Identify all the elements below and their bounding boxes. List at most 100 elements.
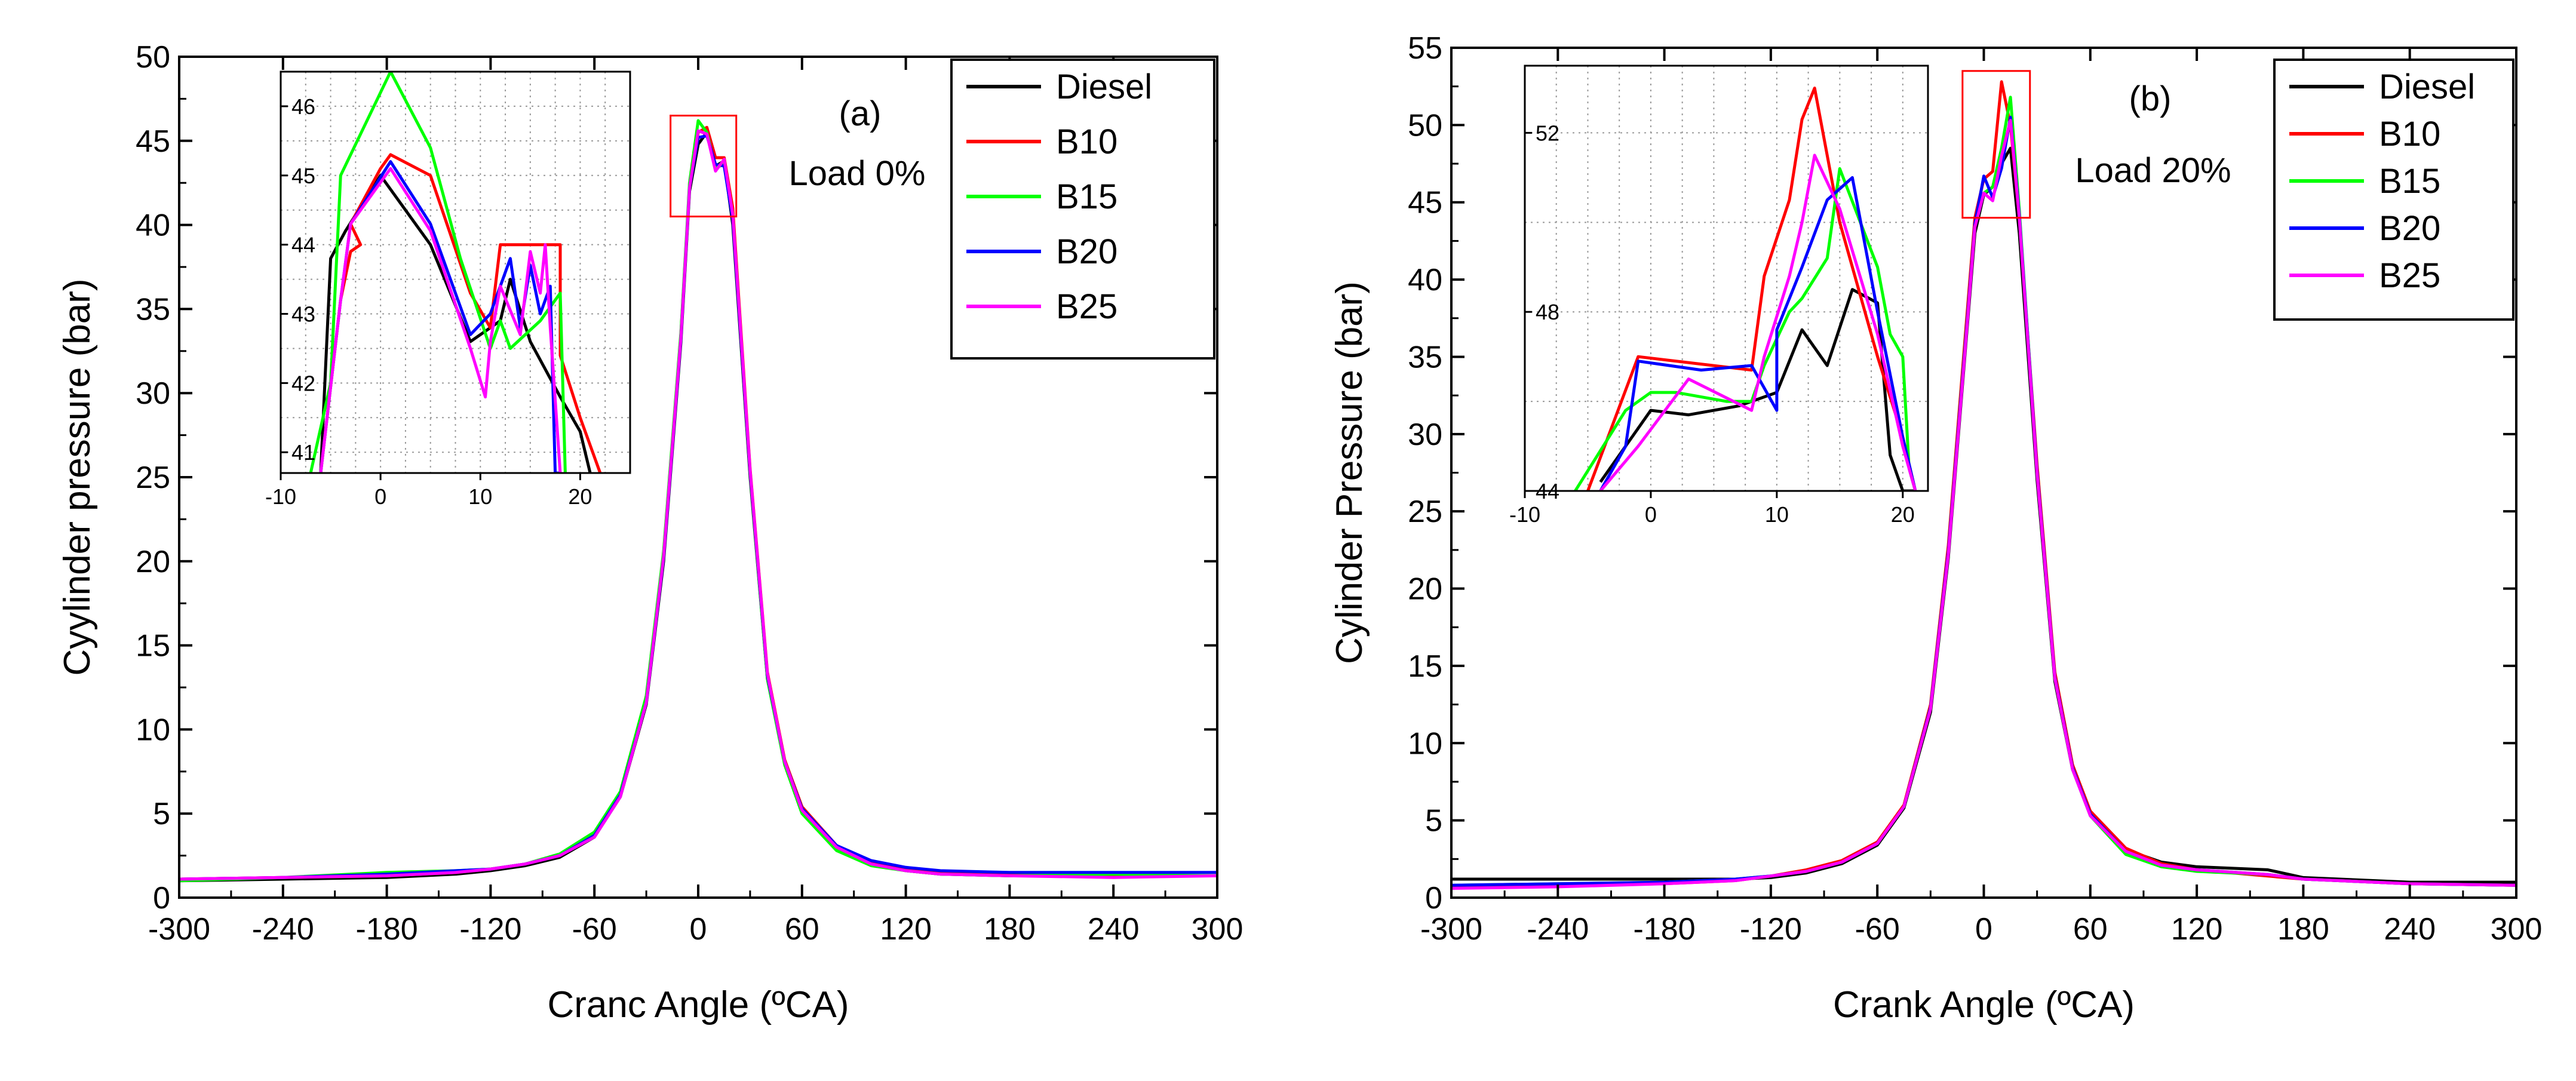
x-tick-label: 300	[2491, 912, 2543, 947]
x-tick-label: -300	[148, 912, 210, 947]
legend-box	[950, 59, 1215, 360]
x-tick-label: 120	[2171, 912, 2223, 947]
inset-series-group	[309, 72, 602, 473]
x-tick-label: 300	[1192, 912, 1244, 947]
peak-zoom-box	[1961, 70, 2031, 219]
x-tick-label: -180	[356, 912, 418, 947]
y-tick-label: 20	[136, 545, 170, 579]
legend-label-b20: B20	[2379, 209, 2440, 248]
legend-label-b25: B25	[1056, 287, 1117, 326]
legend-label-diesel: Diesel	[2379, 67, 2475, 106]
inset-x-tick-label: 0	[374, 484, 386, 509]
y-tick-label: 5	[153, 797, 170, 831]
y-tick-label: 10	[136, 713, 170, 747]
legend-label-diesel: Diesel	[1056, 67, 1152, 106]
y-tick-label: 20	[1408, 572, 1442, 607]
load-condition-label: Load 20%	[2075, 151, 2231, 190]
x-tick-label: 0	[690, 912, 707, 947]
inset-frame	[1524, 65, 1929, 492]
inset-y-tick-label: 44	[1536, 479, 1559, 503]
y-tick-label: 30	[1408, 417, 1442, 452]
panel-label: (b)	[2129, 79, 2172, 118]
legend-label-b10: B10	[1056, 122, 1117, 161]
legend-label-b15: B15	[2379, 162, 2440, 201]
x-tick-label: -60	[572, 912, 617, 947]
x-tick-label: -60	[1855, 912, 1900, 947]
inset-series-line-b15	[309, 72, 567, 473]
inset-x-tick-label: -10	[1509, 502, 1540, 527]
x-tick-label: 60	[2073, 912, 2108, 947]
y-tick-label: 35	[136, 292, 170, 327]
inset-zoom-plot: -10 0 10 20 41 42 43 44 45 46	[265, 70, 631, 509]
inset-x-tick-label: 0	[1645, 502, 1657, 527]
inset-series-line-b15	[1574, 167, 1917, 491]
x-tick-label: -180	[1634, 912, 1696, 947]
y-axis-label: Cylinder Pressure (bar)	[1329, 281, 1370, 664]
inset-y-tick-label: 48	[1536, 300, 1559, 324]
legend-label-b10: B10	[2379, 115, 2440, 153]
legend-label-b20: B20	[1056, 232, 1117, 271]
y-tick-label: 15	[1408, 649, 1442, 684]
y-tick-label: 35	[1408, 340, 1442, 374]
panel-label: (a)	[839, 94, 882, 133]
inset-y-tick-label: 42	[291, 371, 315, 395]
inset-series-group	[1574, 87, 1917, 491]
y-tick-label: 50	[136, 40, 170, 75]
load-condition-label: Load 0%	[789, 154, 926, 193]
x-axis-label: Cranc Angle (ºCA)	[547, 984, 849, 1025]
inset-y-tick-label: 52	[1536, 121, 1559, 145]
y-tick-label: 55	[1408, 31, 1442, 66]
inset-series-line-b10	[1586, 87, 1917, 491]
x-tick-label: 0	[1975, 912, 1992, 947]
x-tick-label: -240	[1527, 912, 1589, 947]
panel-b-load-20: -300 -240 -180 -120 -60 0 60 120 180 240 300051015…	[1329, 31, 2542, 1025]
y-tick-label: 45	[1408, 186, 1442, 220]
y-tick-label: 40	[1408, 263, 1442, 297]
inset-y-tick-label: 45	[291, 164, 315, 188]
x-tick-label: 180	[2277, 912, 2329, 947]
y-tick-label: 25	[136, 460, 170, 495]
inset-x-tick-label: -10	[265, 484, 296, 509]
inset-x-tick-label: 10	[468, 484, 492, 509]
inset-y-tick-label: 43	[291, 302, 315, 327]
inset-y-tick-label: 46	[291, 94, 315, 119]
peak-zoom-box	[670, 115, 738, 218]
inset-series-line-diesel	[1599, 288, 1915, 491]
y-tick-label: 15	[136, 629, 170, 664]
y-tick-label: 0	[153, 881, 170, 916]
x-tick-label: -120	[1740, 912, 1802, 947]
inset-x-tick-label: 20	[1891, 502, 1915, 527]
inset-zoom-plot: -10 0 10 20 44 48 52	[1509, 65, 1929, 527]
x-tick-label: -120	[459, 912, 521, 947]
legend-label-b15: B15	[1056, 177, 1117, 216]
inset-x-tick-label: 20	[568, 484, 592, 509]
y-tick-label: 0	[1425, 881, 1442, 916]
y-tick-label: 10	[1408, 726, 1442, 761]
inset-series-line-b20	[1599, 176, 1917, 491]
series-line-b25	[1451, 119, 2517, 890]
x-axis-label: Crank Angle (ºCA)	[1833, 984, 2135, 1025]
x-tick-label: 240	[2384, 912, 2436, 947]
y-tick-label: 5	[1425, 804, 1442, 839]
inset-y-tick-label: 41	[291, 440, 315, 465]
y-tick-label: 30	[136, 376, 170, 411]
inset-series-line-b25	[319, 167, 562, 473]
y-tick-label: 25	[1408, 495, 1442, 529]
x-tick-label: 240	[1088, 912, 1140, 947]
x-tick-label: -240	[252, 912, 314, 947]
inset-frame	[280, 70, 631, 474]
legend-label-b25: B25	[2379, 256, 2440, 295]
inset-x-tick-label: 10	[1765, 502, 1789, 527]
x-tick-label: 120	[880, 912, 932, 947]
inset-background	[1525, 66, 1928, 491]
y-tick-label: 50	[1408, 108, 1442, 143]
y-axis-label: Cyylinder pressure (bar)	[57, 279, 98, 676]
x-tick-label: 60	[785, 912, 819, 947]
x-tick-label: -300	[1420, 912, 1482, 947]
series-line-b25	[179, 129, 1218, 881]
panel-a-load-0: -300 -240 -180 -120 -60 0 60 120 180 240 300051015…	[57, 40, 1243, 1025]
x-tick-label: 180	[984, 912, 1036, 947]
inset-series-line-b25	[1599, 153, 1917, 491]
